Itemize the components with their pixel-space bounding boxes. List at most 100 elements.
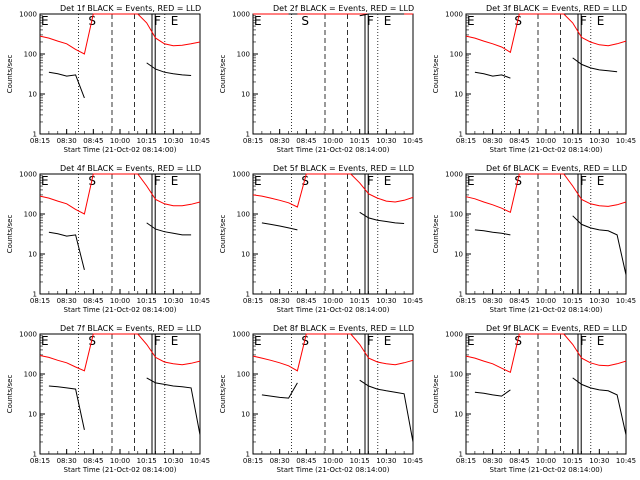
x-tick-label: 10:15 — [137, 137, 157, 145]
marker-letter: E — [254, 174, 262, 188]
x-axis-label: Start Time (21-Oct-02 08:14:00) — [277, 306, 390, 314]
x-tick-label: 10:15 — [350, 457, 370, 465]
x-tick-label: 08:15 — [456, 297, 476, 305]
lld-series-line — [39, 173, 201, 215]
lld-series-line — [39, 333, 201, 372]
y-axis-label: Counts/sec — [6, 215, 14, 254]
x-axis-label: Start Time (21-Oct-02 08:14:00) — [64, 466, 177, 474]
y-axis-label: Counts/sec — [432, 215, 440, 254]
events-series-line — [474, 215, 627, 276]
chart-panel-4: Det 4f BLACK = Events, RED = LLD 1 10 100 10… — [6, 164, 210, 314]
y-tick-label: 1000 — [19, 171, 37, 179]
x-tick-label: 10:45 — [190, 457, 210, 465]
plot-frame — [465, 173, 627, 295]
x-tick-label: 10:45 — [403, 297, 423, 305]
y-tick-label: 1000 — [232, 171, 250, 179]
x-tick-label: 10:00 — [110, 137, 130, 145]
chart-title: Det 1f BLACK = Events, RED = LLD — [60, 4, 201, 13]
plot-frame — [252, 333, 414, 455]
y-tick-label: 1 — [33, 451, 37, 459]
x-tick-label: 10:00 — [110, 457, 130, 465]
marker-letter: S — [301, 174, 309, 188]
x-tick-label: 08:15 — [243, 137, 263, 145]
y-tick-label: 1000 — [232, 331, 250, 339]
y-tick-label: 100 — [450, 211, 463, 219]
lld-series-line — [252, 173, 414, 208]
y-tick-label: 10 — [241, 91, 250, 99]
x-tick-label: 08:15 — [243, 457, 263, 465]
marker-letter: S — [514, 14, 522, 28]
chart-panel-8: Det 8f BLACK = Events, RED = LLD 1 10 100 10… — [219, 324, 423, 474]
events-series-line — [261, 379, 414, 443]
marker-letter: E — [597, 14, 605, 28]
x-tick-label: 10:00 — [323, 457, 343, 465]
chart-title: Det 4f BLACK = Events, RED = LLD — [60, 164, 201, 173]
y-tick-label: 100 — [450, 371, 463, 379]
y-tick-label: 1000 — [445, 171, 463, 179]
y-tick-label: 100 — [24, 371, 37, 379]
lld-series-line — [465, 333, 627, 374]
chart-panel-7: Det 7f BLACK = Events, RED = LLD 1 10 100 10… — [6, 324, 210, 474]
x-tick-label: 08:30 — [483, 457, 503, 465]
chart-title: Det 2f BLACK = Events, RED = LLD — [273, 4, 414, 13]
y-tick-label: 100 — [24, 51, 37, 59]
marker-letter: S — [514, 174, 522, 188]
y-tick-label: 1 — [459, 291, 463, 299]
y-axis-label: Counts/sec — [219, 215, 227, 254]
chart-title: Det 5f BLACK = Events, RED = LLD — [273, 164, 414, 173]
chart-panel-1: Det 1f BLACK = Events, RED = LLD 1 10 100 10… — [6, 4, 210, 154]
x-tick-label: 10:15 — [563, 297, 583, 305]
x-tick-label: 10:15 — [137, 457, 157, 465]
y-tick-label: 10 — [28, 91, 37, 99]
chart-title: Det 6f BLACK = Events, RED = LLD — [486, 164, 627, 173]
y-tick-label: 10 — [241, 411, 250, 419]
events-series-line — [261, 211, 405, 231]
x-tick-label: 10:45 — [403, 137, 423, 145]
x-tick-label: 10:00 — [536, 297, 556, 305]
x-tick-label: 08:45 — [83, 457, 103, 465]
events-series-line — [48, 222, 192, 271]
lld-series-line — [465, 13, 627, 54]
y-tick-label: 1000 — [19, 331, 37, 339]
marker-letter: E — [467, 174, 475, 188]
marker-letter: E — [41, 14, 49, 28]
x-tick-label: 10:45 — [616, 457, 636, 465]
y-tick-label: 1000 — [445, 331, 463, 339]
x-tick-label: 08:30 — [270, 297, 290, 305]
x-tick-label: 10:30 — [163, 137, 183, 145]
marker-letter: F — [580, 174, 587, 188]
marker-letter: F — [580, 334, 587, 348]
marker-letter: E — [467, 334, 475, 348]
x-tick-label: 10:30 — [589, 137, 609, 145]
chart-title: Det 3f BLACK = Events, RED = LLD — [486, 4, 627, 13]
x-axis-label: Start Time (21-Oct-02 08:14:00) — [277, 146, 390, 154]
x-tick-label: 08:45 — [509, 137, 529, 145]
x-tick-label: 10:30 — [163, 457, 183, 465]
x-tick-label: 10:30 — [163, 297, 183, 305]
x-tick-label: 08:45 — [296, 137, 316, 145]
marker-letter: F — [367, 334, 374, 348]
marker-letter: E — [254, 334, 262, 348]
marker-letter: S — [301, 14, 309, 28]
y-tick-label: 10 — [454, 251, 463, 259]
x-tick-label: 10:15 — [563, 137, 583, 145]
chart-panel-3: Det 3f BLACK = Events, RED = LLD 1 10 100 10… — [432, 4, 636, 154]
y-axis-label: Counts/sec — [6, 55, 14, 94]
lld-series-line — [465, 173, 627, 214]
x-tick-label: 08:15 — [30, 137, 50, 145]
y-tick-label: 1 — [246, 131, 250, 139]
chart-panel-9: Det 9f BLACK = Events, RED = LLD 1 10 100 10… — [432, 324, 636, 474]
y-tick-label: 1 — [459, 131, 463, 139]
x-tick-label: 10:30 — [589, 297, 609, 305]
y-axis-label: Counts/sec — [6, 375, 14, 414]
x-tick-label: 10:15 — [137, 297, 157, 305]
x-tick-label: 10:45 — [403, 457, 423, 465]
y-tick-label: 10 — [28, 411, 37, 419]
x-axis-label: Start Time (21-Oct-02 08:14:00) — [277, 466, 390, 474]
marker-letter: E — [171, 174, 179, 188]
x-tick-label: 10:45 — [616, 297, 636, 305]
plot-frame — [252, 13, 414, 135]
events-series-line — [288, 13, 405, 17]
x-tick-label: 08:45 — [83, 297, 103, 305]
